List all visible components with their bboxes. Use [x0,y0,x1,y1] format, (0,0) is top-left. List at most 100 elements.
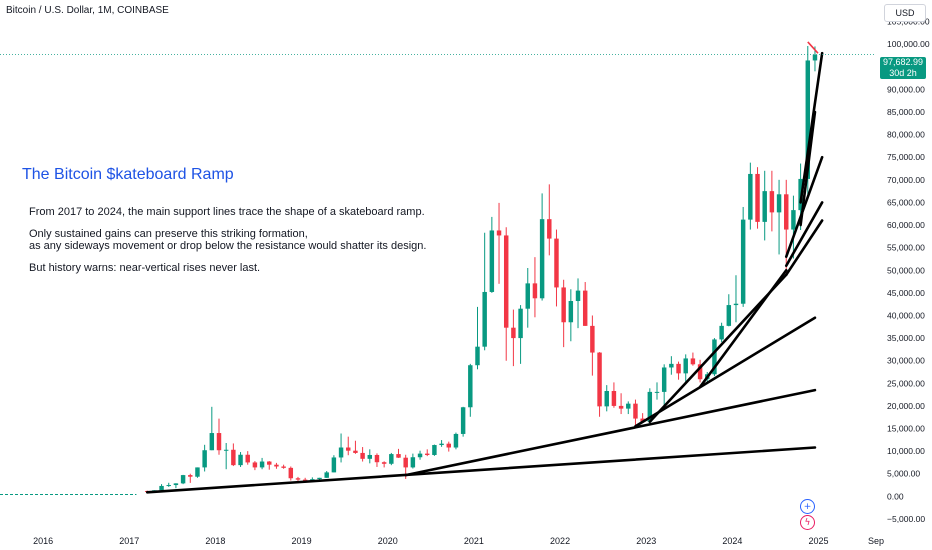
candle-body [259,461,265,468]
candle-body [733,303,739,306]
x-tick-label: 2023 [636,536,656,546]
candle-body [604,390,609,407]
candle-body [202,450,207,468]
support-trendline [784,201,824,268]
x-tick-label: 2016 [33,536,53,546]
candle-body [755,173,760,222]
candle-body [496,230,502,236]
candle-body [274,464,279,467]
candle-body [489,230,495,292]
candle-body [697,364,703,380]
candle-body [166,485,171,487]
candle-body [784,194,789,230]
last-price-tag: 97,682.99 30d 2h [880,57,926,79]
candle-body [554,238,559,288]
y-axis: 105,000.00100,000.0095,000.0090,000.0085… [887,17,930,524]
candle-body [690,358,696,365]
y-tick-label: 60,000.00 [887,220,925,230]
candle-body [532,283,538,299]
candle-body [618,405,624,409]
candle-body [159,485,164,491]
y-tick-label: 55,000.00 [887,243,925,253]
y-tick-label: 100,000.00 [887,39,930,49]
candle-body [683,358,688,374]
candle-body [525,283,530,309]
lightning-icon[interactable]: ϟ [800,515,815,530]
support-trendline [698,268,788,389]
candle-body [281,466,286,468]
candle-body [805,60,811,179]
x-tick-label: 2019 [292,536,312,546]
candle-body [389,454,394,464]
y-tick-label: 70,000.00 [887,175,925,185]
candle-body [762,191,767,222]
support-trendline [799,51,824,204]
annotation-line-2: Only sustained gains can preserve this s… [29,228,308,240]
y-tick-label: 35,000.00 [887,333,925,343]
y-tick-label: 25,000.00 [887,378,925,388]
candle-body [245,454,250,463]
candle-body [180,475,186,484]
bar-countdown: 30d 2h [889,68,917,78]
candle-body [791,210,796,230]
candle-body [468,365,473,408]
candle-body [776,194,782,213]
candle-body [812,54,818,61]
candle-body [597,352,602,407]
annotation-line-1: From 2017 to 2024, the main support line… [29,206,425,218]
candle-body [669,363,674,368]
y-tick-label: 0.00 [887,491,904,501]
y-tick-label: 40,000.00 [887,310,925,320]
candle-body [223,449,229,451]
y-tick-label: 50,000.00 [887,265,925,275]
candle-body [188,475,193,477]
candle-body [403,457,408,468]
candle-body [748,173,753,220]
y-tick-label: 10,000.00 [887,446,925,456]
x-tick-label: 2017 [119,536,139,546]
candle-body [676,363,681,374]
candle-body [324,472,329,478]
candle-body [432,445,437,455]
candle-body [453,433,459,448]
candle-body [640,418,645,422]
candle-body [353,450,358,453]
candle-body [475,346,480,366]
support-trendline [784,219,824,277]
candles-layer [144,45,818,493]
annotation-line-3: as any sideways movement or drop below t… [29,240,427,252]
y-tick-label: 30,000.00 [887,356,925,366]
candle-body [374,454,380,463]
candle-body [446,443,451,448]
annotation-line-4: But history warns: near-vertical rises n… [29,262,261,274]
x-tick-label: 2024 [722,536,742,546]
candle-body [396,454,401,458]
candle-body [539,219,545,299]
red-marker-line [807,41,819,54]
candle-body [590,325,595,353]
candle-body [252,462,258,468]
y-tick-label: 45,000.00 [887,288,925,298]
candle-body [726,305,732,326]
support-trendline [145,446,817,494]
candle-body [173,483,179,486]
x-tick-label: 2025 [809,536,829,546]
candle-body [231,449,236,466]
candle-body [626,403,631,409]
candle-body [338,447,344,458]
candle-body [575,290,581,302]
y-tick-label: 20,000.00 [887,401,925,411]
y-tick-label: 75,000.00 [887,152,925,162]
candle-body [439,443,444,446]
candle-body [367,454,373,459]
plus-circle-icon[interactable]: + [800,499,815,514]
last-price-value: 97,682.99 [882,57,924,67]
candle-body [267,461,272,465]
candle-body [712,339,717,375]
candle-body [216,433,222,451]
currency-button[interactable]: USD [884,4,926,22]
y-tick-label: 5,000.00 [887,469,920,479]
x-tick-label: 2020 [378,536,398,546]
